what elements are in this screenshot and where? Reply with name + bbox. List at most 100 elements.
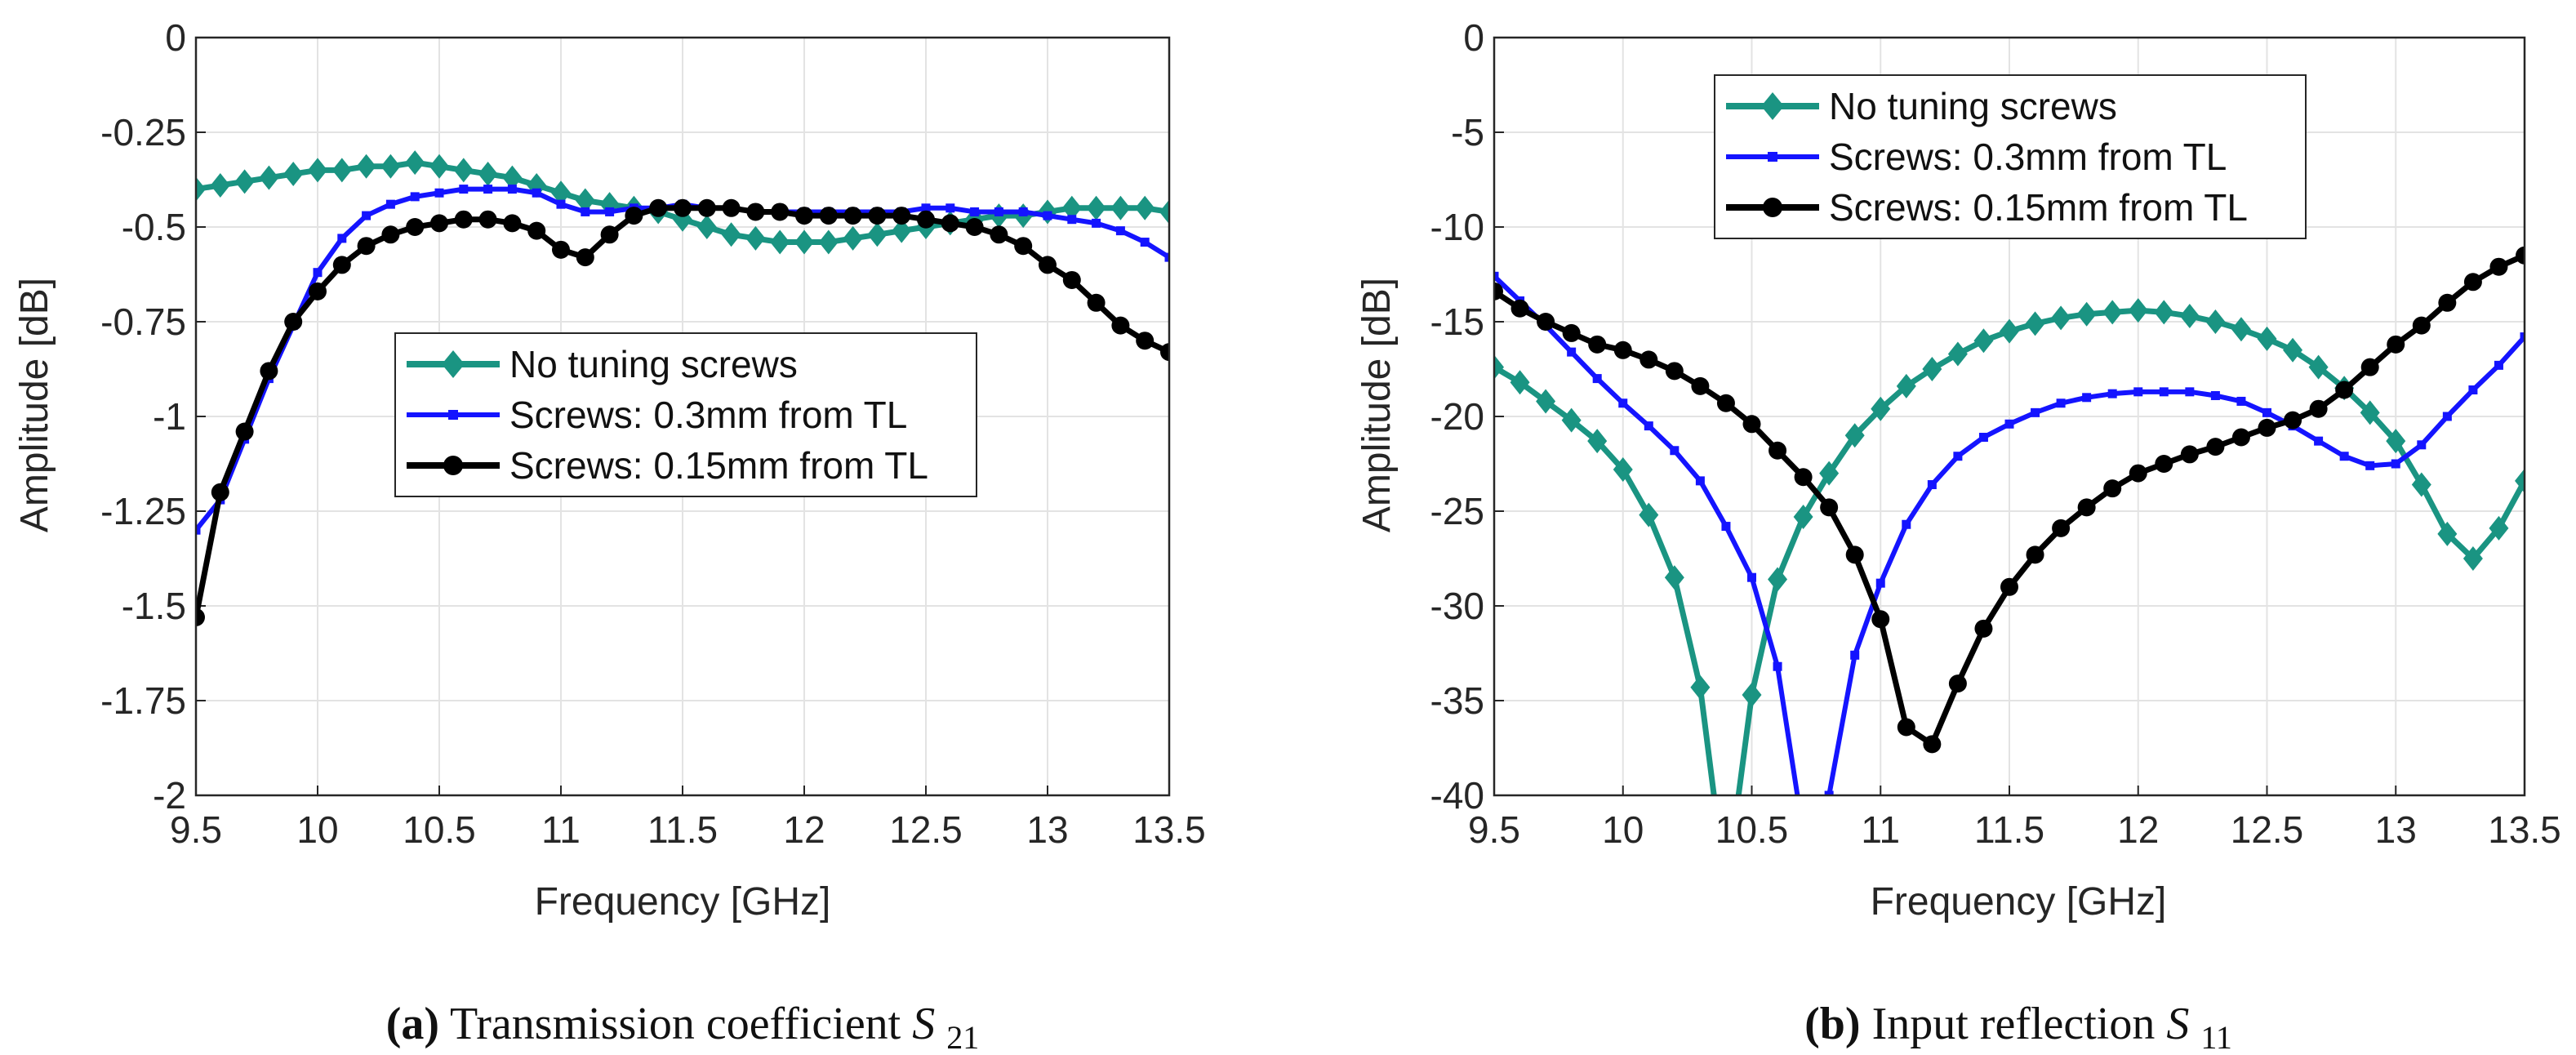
series-point-3 (478, 210, 497, 229)
series-point-3 (1820, 498, 1839, 517)
x-tick-label: 10.5 (403, 808, 476, 851)
series-point-1 (1536, 389, 1556, 414)
caption-b-text: Input reflection (1872, 999, 2167, 1049)
x-tick-label: 9.5 (170, 808, 222, 851)
series-point-2 (1799, 829, 1808, 838)
series-point-1 (2154, 300, 2174, 325)
series-point-3 (2155, 455, 2173, 473)
series-point-1 (308, 158, 327, 183)
series-point-2 (2031, 407, 2040, 417)
y-tick-label: -1.75 (100, 679, 186, 722)
series-point-2 (2004, 419, 2014, 429)
series-point-3 (1136, 332, 1155, 350)
series-point-3 (1794, 468, 1813, 487)
series-point-3 (843, 207, 862, 225)
series-point-3 (1014, 237, 1033, 256)
series-point-3 (2077, 498, 2096, 517)
series-point-3 (1845, 545, 1864, 564)
series-point-1 (2257, 326, 2277, 351)
series-point-1 (2128, 298, 2148, 323)
x-tick-label: 13 (2375, 808, 2417, 851)
series-point-3 (1588, 335, 1607, 354)
series-point-3 (260, 362, 278, 381)
series-point-2 (605, 207, 615, 216)
series-point-2 (1115, 226, 1125, 236)
series-point-2 (196, 525, 201, 535)
series-point-1 (1664, 565, 1684, 590)
x-tick-label: 11 (541, 808, 581, 851)
legend-label-2: Screws: 0.3mm from TL (1829, 136, 2227, 178)
series-point-1 (1922, 357, 1942, 381)
series-point-2 (945, 203, 955, 213)
series-point-1 (1871, 396, 1891, 421)
series-point-2 (2468, 385, 2478, 395)
series-point-3 (1897, 718, 1915, 737)
series-point-1 (283, 162, 304, 187)
y-tick-label: -0.25 (100, 111, 186, 154)
series-point-3 (722, 198, 741, 217)
series-point-1 (1768, 567, 1788, 592)
series-point-3 (2438, 293, 2457, 312)
series-point-3 (819, 207, 838, 225)
series-point-3 (309, 282, 327, 300)
series-point-2 (2417, 440, 2427, 450)
x-tick-label: 12 (2117, 808, 2159, 851)
series-point-3 (1087, 293, 1106, 312)
series-point-2 (2185, 387, 2195, 397)
series-point-3 (1742, 415, 1761, 434)
series-point-3 (1510, 299, 1529, 318)
series-point-1 (331, 158, 352, 183)
series-point-2 (1824, 790, 1834, 795)
series-point-2 (1978, 433, 1988, 443)
series-point-2 (2314, 436, 2324, 446)
series-point-3 (1039, 256, 1057, 274)
x-tick-label: 13.5 (2488, 808, 2561, 851)
series-point-3 (2360, 358, 2379, 376)
xlabel-b: Frequency [GHz] (1871, 880, 2167, 924)
series-point-2 (1902, 519, 1911, 529)
series-point-2 (1850, 650, 1860, 660)
legend-marker-1 (442, 350, 465, 378)
caption-b: (b) Input reflection S 11 (1804, 999, 2232, 1055)
series-point-2 (2339, 452, 2349, 461)
x-tick-label: 9.5 (1468, 808, 1520, 851)
series-point-1 (478, 162, 498, 187)
series-point-2 (2159, 387, 2169, 397)
chart-panel-a: Amplitude [dB] Frequency [GHz] (a) Trans… (13, 16, 1206, 1055)
series-point-1 (234, 169, 255, 194)
series-point-2 (2236, 396, 2246, 406)
y-tick-label: -0.75 (100, 300, 186, 343)
y-tick-label: -20 (1430, 395, 1484, 438)
series-point-1 (1742, 683, 1762, 708)
caption-a-label: (a) (386, 999, 439, 1049)
series-point-1 (1135, 195, 1155, 220)
series-point-2 (507, 185, 517, 194)
series-point-3 (2489, 257, 2508, 276)
series-point-2 (434, 188, 444, 198)
legend-label-3: Screws: 0.15mm from TL (509, 444, 928, 487)
series-point-3 (625, 207, 643, 225)
series-point-2 (1567, 347, 1577, 357)
series-point-3 (795, 207, 813, 225)
y-tick-label: -40 (1430, 774, 1484, 817)
series-point-3 (284, 313, 303, 331)
series-point-1 (259, 165, 279, 190)
x-tick-label: 12.5 (2231, 808, 2304, 851)
series-point-1 (210, 172, 230, 198)
y-tick-label: -10 (1430, 206, 1484, 248)
series-point-1 (2025, 311, 2045, 336)
x-tick-label: 12.5 (889, 808, 963, 851)
x-tick-label: 13.5 (1132, 808, 1206, 851)
chart-panel-b: Amplitude [dB] Frequency [GHz] (b) Input… (1355, 16, 2561, 1055)
xlabel-a: Frequency [GHz] (535, 880, 831, 924)
axes-frame-b (1493, 36, 2526, 797)
series-point-2 (337, 234, 347, 243)
caption-b-symbol: S (2166, 999, 2189, 1049)
series-point-2 (1494, 271, 1499, 281)
series-point-1 (2076, 301, 2097, 327)
series-point-1 (1110, 195, 1131, 220)
series-point-2 (410, 192, 420, 202)
series-point-3 (1974, 619, 1993, 638)
x-tick-label: 12 (783, 808, 825, 851)
series-point-3 (965, 218, 984, 236)
